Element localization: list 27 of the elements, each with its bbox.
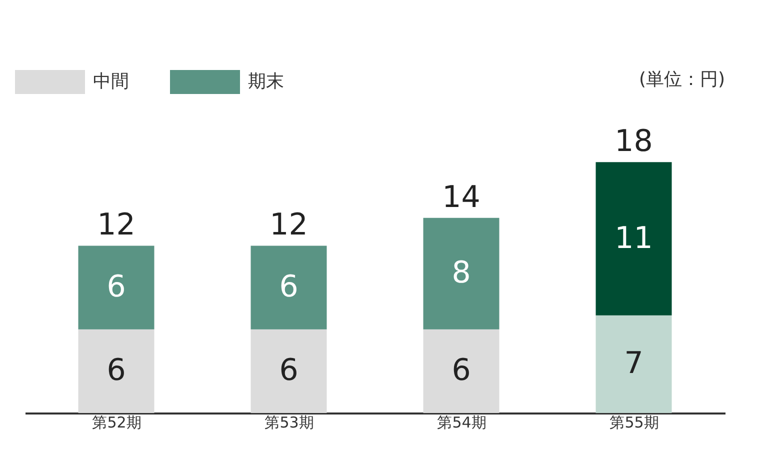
x-tick-label: 第53期 — [264, 414, 314, 432]
bar — [423, 329, 500, 413]
data-label: 6 — [279, 353, 298, 388]
x-tick-label: 第54期 — [437, 414, 486, 432]
total-label: 18 — [614, 124, 653, 160]
bar — [250, 329, 327, 413]
bar — [596, 162, 672, 316]
bar — [78, 246, 154, 330]
data-label: 7 — [624, 346, 644, 382]
bar — [78, 329, 154, 413]
text: (単位：円) — [638, 69, 725, 90]
x-tick-label: 第52期 — [92, 414, 142, 432]
total-label: 12 — [270, 208, 308, 243]
bar — [596, 315, 672, 413]
data-label: 6 — [106, 353, 126, 388]
data-label: 6 — [279, 270, 298, 305]
legend-label: 中間 — [93, 71, 129, 92]
x-tick-label: 第55期 — [610, 414, 659, 432]
data-label: 6 — [452, 353, 471, 388]
data-label: 6 — [106, 270, 126, 305]
total-label: 14 — [442, 180, 480, 215]
data-label: 8 — [452, 256, 471, 291]
data-label: 11 — [614, 220, 653, 256]
legend-label: 期末 — [248, 71, 284, 92]
bar — [250, 246, 327, 330]
bar — [423, 218, 500, 330]
total-label: 12 — [97, 208, 136, 243]
